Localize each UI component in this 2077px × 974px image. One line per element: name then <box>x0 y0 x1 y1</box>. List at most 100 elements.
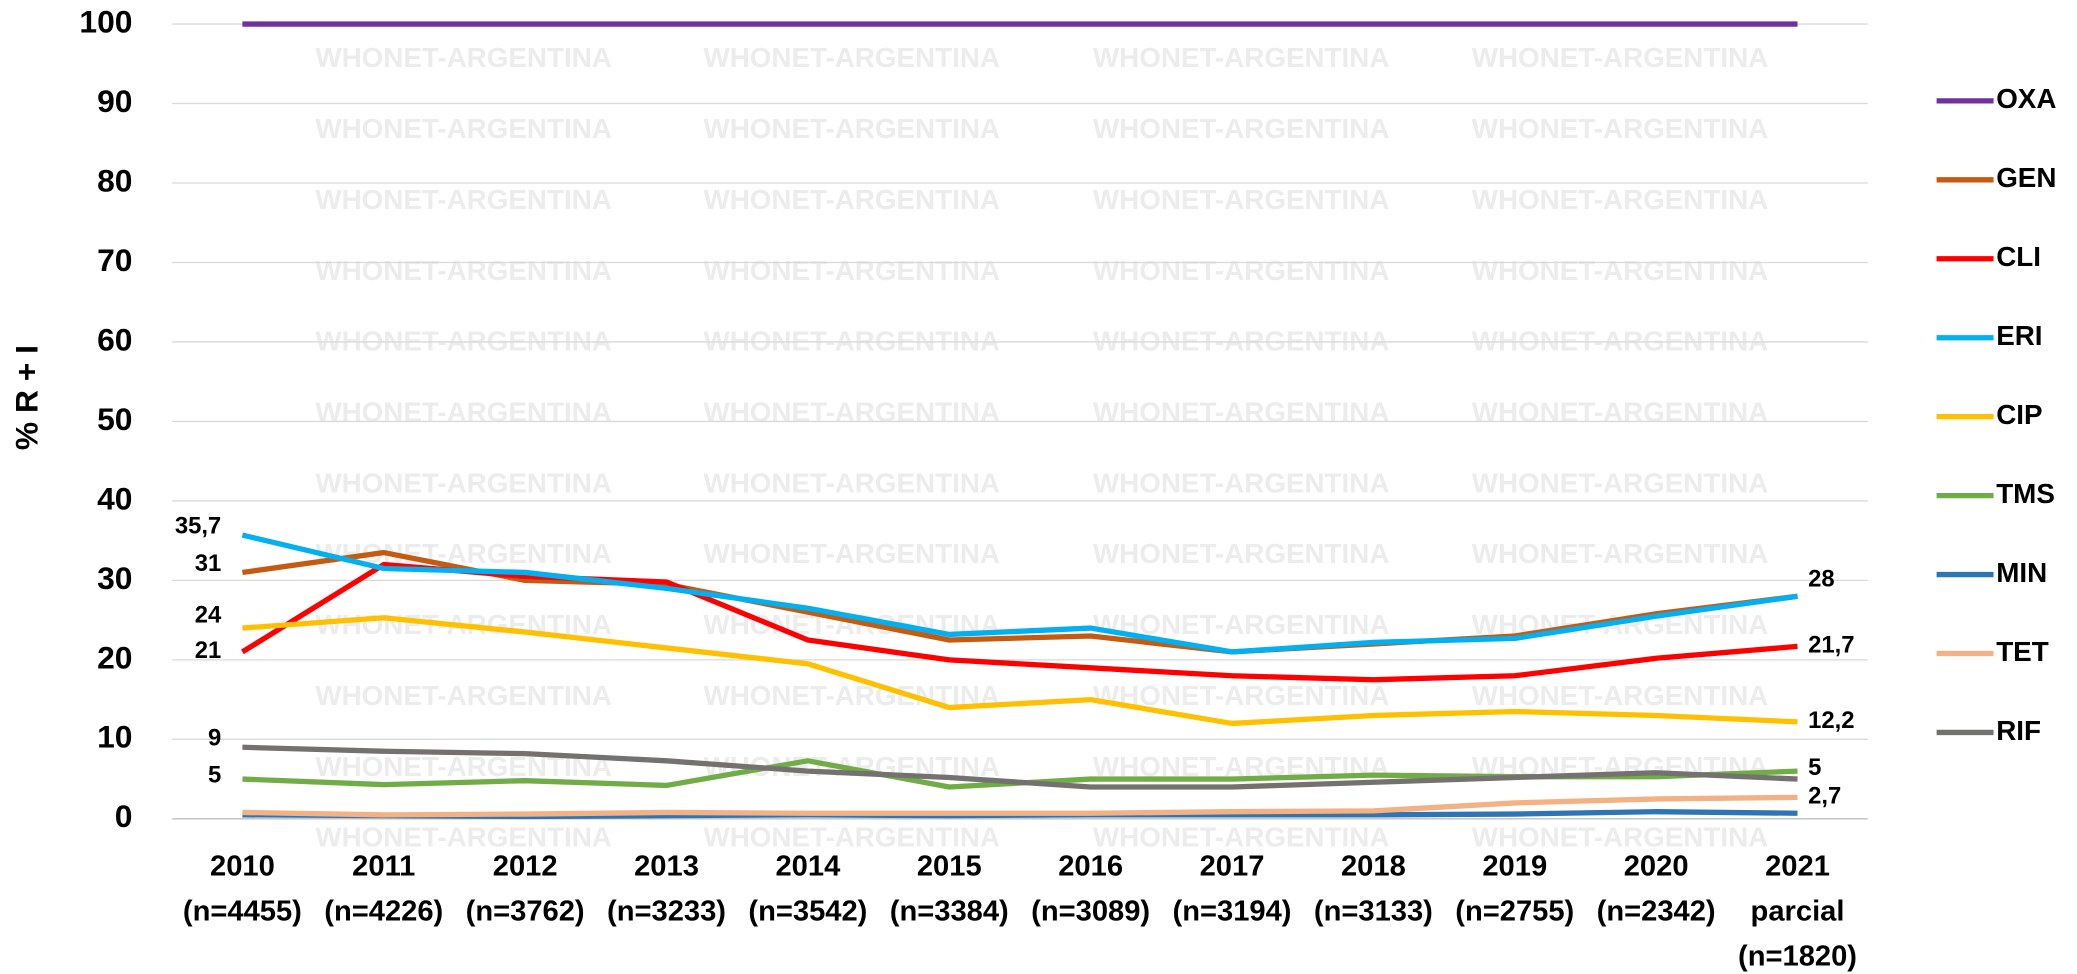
y-tick-label: 100 <box>79 3 132 39</box>
data-label: 9 <box>208 725 221 752</box>
watermark: WHONET-ARGENTINA <box>315 255 611 286</box>
data-label: 5 <box>208 762 221 789</box>
watermark: WHONET-ARGENTINA <box>703 184 999 215</box>
x-tick-label: 2010 <box>210 851 275 883</box>
legend-label: TET <box>1996 636 2049 667</box>
y-tick-label: 40 <box>97 480 132 516</box>
data-label: 31 <box>195 550 222 577</box>
watermark: WHONET-ARGENTINA <box>1093 184 1389 215</box>
watermark: WHONET-ARGENTINA <box>1093 255 1389 286</box>
x-tick-label: 2021 <box>1765 851 1830 883</box>
watermark: WHONET-ARGENTINA <box>703 42 999 73</box>
watermark: WHONET-ARGENTINA <box>1472 42 1768 73</box>
y-tick-label: 0 <box>115 798 133 834</box>
series-line <box>242 744 1798 790</box>
watermark: WHONET-ARGENTINA <box>1472 184 1768 215</box>
watermark: WHONET-ARGENTINA <box>1472 680 1768 711</box>
legend-label: GEN <box>1996 162 2056 193</box>
x-tick-label: 2014 <box>775 851 841 883</box>
grid <box>172 23 1868 820</box>
y-tick-label: 10 <box>97 719 132 755</box>
legend-label: MIN <box>1996 557 2047 588</box>
watermark: WHONET-ARGENTINA <box>703 467 999 498</box>
x-tick-label: 2020 <box>1624 851 1689 883</box>
data-label: 28 <box>1808 566 1835 593</box>
legend-label: OXA <box>1996 83 2056 114</box>
y-axis-label: % R + I <box>9 345 45 450</box>
y-tick-label: 20 <box>97 639 132 675</box>
watermark: WHONET-ARGENTINA <box>1093 113 1389 144</box>
legend-label: ERI <box>1996 320 2042 351</box>
watermark: WHONET-ARGENTINA <box>1472 326 1768 357</box>
x-tick-label: (n=3762) <box>466 896 585 928</box>
y-tick-label: 30 <box>97 560 132 596</box>
watermark: WHONET-ARGENTINA <box>1093 396 1389 427</box>
watermark: WHONET-ARGENTINA <box>315 113 611 144</box>
watermark: WHONET-ARGENTINA <box>703 255 999 286</box>
watermarks: WHONET-ARGENTINA WHONET-ARGENTINA WHONET-A… <box>315 42 1768 853</box>
y-tick-label: 50 <box>97 401 132 437</box>
watermark: WHONET-ARGENTINA <box>1093 467 1389 498</box>
watermark: WHONET-ARGENTINA <box>1472 538 1768 569</box>
watermark: WHONET-ARGENTINA <box>703 113 999 144</box>
x-tick-label: 2015 <box>917 851 982 883</box>
watermark: WHONET-ARGENTINA <box>315 42 611 73</box>
x-tick-label: 2019 <box>1482 851 1547 883</box>
data-label: 5 <box>1808 754 1821 781</box>
watermark: WHONET-ARGENTINA <box>1472 396 1768 427</box>
legend-label: TMS <box>1996 478 2055 509</box>
legend-label: CIP <box>1996 399 2042 430</box>
data-label: 35,7 <box>175 512 221 539</box>
watermark: WHONET-ARGENTINA <box>1472 822 1768 853</box>
x-tick-label: 2011 <box>352 851 415 883</box>
data-label: 21 <box>195 637 222 664</box>
x-tick-label: parcial <box>1751 896 1845 928</box>
legend-label: RIF <box>1996 715 2041 746</box>
watermark: WHONET-ARGENTINA <box>1093 326 1389 357</box>
y-tick-label: 90 <box>97 83 132 119</box>
watermark: WHONET-ARGENTINA <box>315 680 611 711</box>
legend-label: CLI <box>1996 241 2041 272</box>
y-tick-label: 80 <box>97 162 132 198</box>
data-label: 24 <box>195 601 222 628</box>
x-tick-label: (n=3384) <box>890 896 1009 928</box>
watermark: WHONET-ARGENTINA <box>315 467 611 498</box>
watermark: WHONET-ARGENTINA <box>315 184 611 215</box>
x-tick-label: (n=3233) <box>607 896 726 928</box>
x-tick-label: (n=3133) <box>1314 896 1433 928</box>
watermark: WHONET-ARGENTINA <box>1472 113 1768 144</box>
y-tick-label: 60 <box>97 321 132 357</box>
watermark: WHONET-ARGENTINA <box>703 326 999 357</box>
x-tick-label: (n=4455) <box>183 896 302 928</box>
x-tick-label: (n=4226) <box>324 896 443 928</box>
watermark: WHONET-ARGENTINA <box>703 538 999 569</box>
watermark: WHONET-ARGENTINA <box>1472 255 1768 286</box>
watermark: WHONET-ARGENTINA <box>315 822 611 853</box>
watermark: WHONET-ARGENTINA <box>703 396 999 427</box>
watermark: WHONET-ARGENTINA <box>1093 822 1389 853</box>
x-tick-label: (n=2755) <box>1455 896 1574 928</box>
watermark: WHONET-ARGENTINA <box>315 396 611 427</box>
series-line <box>241 532 1798 655</box>
x-tick-label: 2017 <box>1200 851 1265 883</box>
x-tick-label: 2016 <box>1058 851 1123 883</box>
data-label: 21,7 <box>1808 632 1854 659</box>
watermark: WHONET-ARGENTINA <box>1093 42 1389 73</box>
watermark: WHONET-ARGENTINA <box>703 822 999 853</box>
watermark: WHONET-ARGENTINA <box>315 326 611 357</box>
data-label: 12,2 <box>1808 707 1854 734</box>
x-tick-label: (n=1820) <box>1738 941 1857 973</box>
series-line <box>242 615 1798 727</box>
watermark: WHONET-ARGENTINA <box>1472 467 1768 498</box>
x-tick-label: 2013 <box>634 851 699 883</box>
series-line <box>242 794 1798 818</box>
x-tick-label: 2018 <box>1341 851 1406 883</box>
x-tick-label: (n=3089) <box>1031 896 1150 928</box>
watermark: WHONET-ARGENTINA <box>1093 538 1389 569</box>
x-tick-label: (n=2342) <box>1597 896 1716 928</box>
x-tick-label: 2012 <box>493 851 558 883</box>
x-tick-label: (n=3194) <box>1173 896 1292 928</box>
data-label: 2,7 <box>1808 783 1841 810</box>
x-tick-label: (n=3542) <box>748 896 867 928</box>
